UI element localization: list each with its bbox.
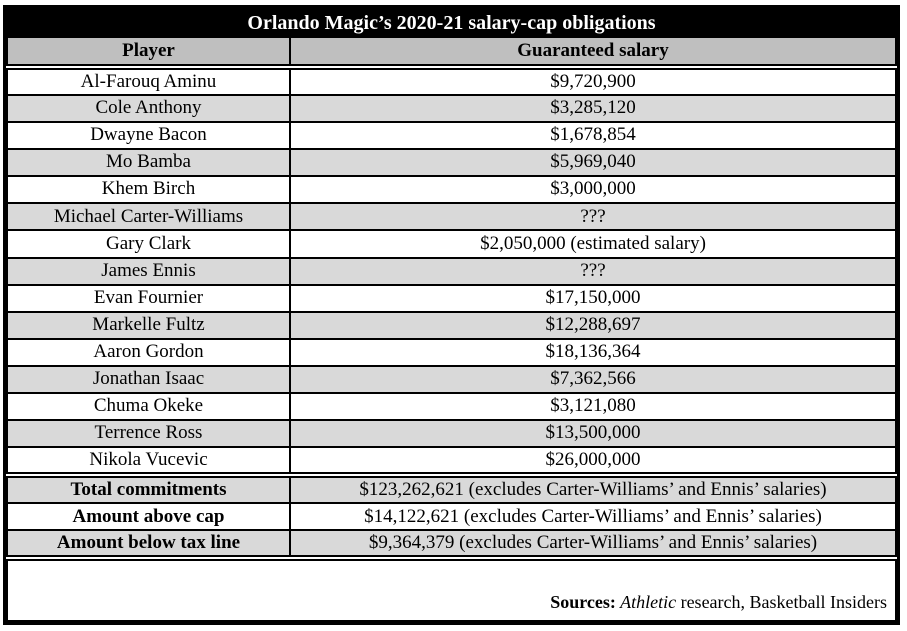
- player-row: Evan Fournier $17,150,000: [6, 283, 897, 313]
- summary-label-cell: Amount above cap: [6, 502, 291, 532]
- column-header-salary: Guaranteed salary: [289, 36, 897, 70]
- salary-cell: $17,150,000: [289, 283, 897, 313]
- sources-note: Sources: Athletic research, Basketball I…: [6, 555, 897, 622]
- salary-cell: $5,969,040: [289, 148, 897, 178]
- summary-label-cell: Total commitments: [6, 472, 291, 505]
- player-name-cell: Khem Birch: [6, 175, 291, 205]
- table-title-row: Orlando Magic’s 2020-21 salary-cap oblig…: [6, 8, 897, 38]
- player-row: Markelle Fultz $12,288,697: [6, 310, 897, 340]
- player-row: Aaron Gordon $18,136,364: [6, 337, 897, 368]
- salary-cell: $9,720,900: [289, 66, 897, 96]
- player-row: Dwayne Bacon $1,678,854: [6, 121, 897, 151]
- salary-table-frame: Orlando Magic’s 2020-21 salary-cap oblig…: [3, 5, 900, 625]
- player-name-cell: Nikola Vucevic: [6, 446, 291, 477]
- salary-cell: ???: [289, 202, 897, 232]
- salary-cell: $2,050,000 (estimated salary): [289, 229, 897, 259]
- salary-table: Orlando Magic’s 2020-21 salary-cap oblig…: [6, 8, 897, 622]
- salary-cell: $13,500,000: [289, 419, 897, 449]
- salary-cell: ???: [289, 256, 897, 286]
- column-header-player: Player: [6, 36, 291, 70]
- sources-row: Sources: Athletic research, Basketball I…: [6, 555, 897, 622]
- salary-cell: $18,136,364: [289, 337, 897, 368]
- table-header-row: Player Guaranteed salary: [6, 36, 897, 70]
- salary-cell: $3,285,120: [289, 93, 897, 124]
- player-row: Chuma Okeke $3,121,080: [6, 392, 897, 422]
- summary-value-cell: $9,364,379 (excludes Carter-Williams’ an…: [289, 529, 897, 560]
- summary-value-cell: $123,262,621 (excludes Carter-Williams’ …: [289, 472, 897, 505]
- salary-cell: $7,362,566: [289, 365, 897, 395]
- salary-cell: $3,121,080: [289, 392, 897, 422]
- player-name-cell: Evan Fournier: [6, 283, 291, 313]
- player-row: Jonathan Isaac $7,362,566: [6, 365, 897, 395]
- player-name-cell: Cole Anthony: [6, 93, 291, 124]
- player-name-cell: Terrence Ross: [6, 419, 291, 449]
- player-name-cell: Gary Clark: [6, 229, 291, 259]
- player-name-cell: Michael Carter-Williams: [6, 202, 291, 232]
- player-name-cell: Chuma Okeke: [6, 392, 291, 422]
- player-name-cell: Dwayne Bacon: [6, 121, 291, 151]
- sources-text: research, Basketball Insiders: [676, 592, 887, 613]
- player-name-cell: Jonathan Isaac: [6, 365, 291, 395]
- player-name-cell: Markelle Fultz: [6, 310, 291, 340]
- player-name-cell: James Ennis: [6, 256, 291, 286]
- salary-cell: $3,000,000: [289, 175, 897, 205]
- summary-label-cell: Amount below tax line: [6, 529, 291, 560]
- table-title: Orlando Magic’s 2020-21 salary-cap oblig…: [6, 8, 897, 38]
- player-row: Terrence Ross $13,500,000: [6, 419, 897, 449]
- player-row: James Ennis ???: [6, 256, 897, 286]
- player-name-cell: Mo Bamba: [6, 148, 291, 178]
- salary-cell: $26,000,000: [289, 446, 897, 477]
- player-row: Michael Carter-Williams ???: [6, 202, 897, 232]
- summary-value-cell: $14,122,621 (excludes Carter-Williams’ a…: [289, 502, 897, 532]
- salary-cell: $12,288,697: [289, 310, 897, 340]
- summary-row: Amount below tax line $9,364,379 (exclud…: [6, 529, 897, 560]
- player-row: Nikola Vucevic $26,000,000: [6, 446, 897, 477]
- sources-publication: Athletic: [615, 592, 677, 613]
- salary-cell: $1,678,854: [289, 121, 897, 151]
- sources-label: Sources:: [550, 592, 616, 613]
- player-row: Cole Anthony $3,285,120: [6, 93, 897, 124]
- summary-row: Total commitments $123,262,621 (excludes…: [6, 472, 897, 505]
- player-name-cell: Al-Farouq Aminu: [6, 66, 291, 96]
- player-name-cell: Aaron Gordon: [6, 337, 291, 368]
- player-row: Mo Bamba $5,969,040: [6, 148, 897, 178]
- player-row: Gary Clark $2,050,000 (estimated salary): [6, 229, 897, 259]
- summary-row: Amount above cap $14,122,621 (excludes C…: [6, 502, 897, 532]
- player-row: Khem Birch $3,000,000: [6, 175, 897, 205]
- player-row: Al-Farouq Aminu $9,720,900: [6, 66, 897, 96]
